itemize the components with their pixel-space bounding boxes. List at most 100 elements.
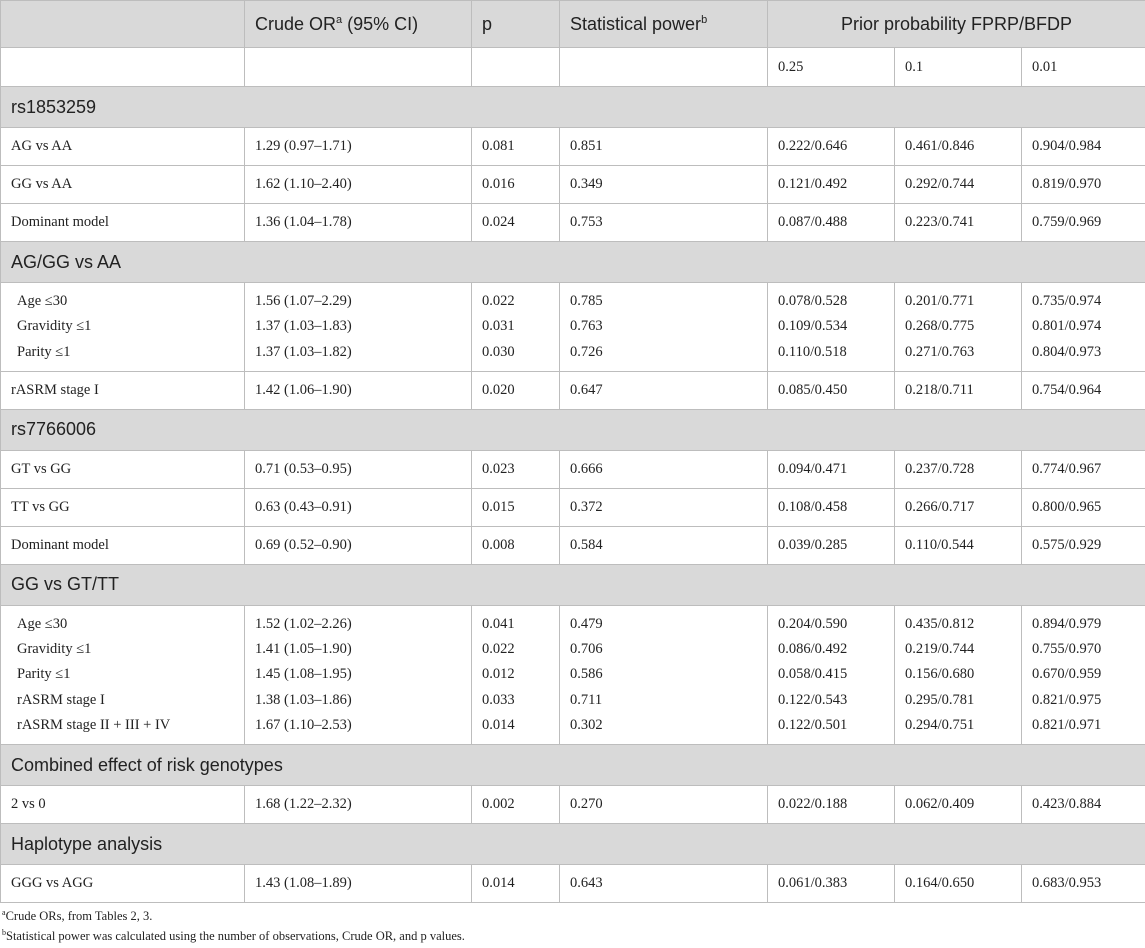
power-cell: 0.372 [559,487,768,527]
section-gg-vs-gt-tt: GG vs GT/TT [0,563,1145,606]
fprp-001-cell: 0.894/0.979 [1032,615,1102,632]
footnote-a-mark: a [2,908,6,917]
fprp-01-cell: 0.237/0.728 [894,449,1022,489]
power-cell: 0.851 [559,127,768,166]
row-label: GG vs AA [0,165,245,204]
power-cell: 0.349 [559,165,768,204]
fprp-025-cell: 0.110/0.518 [778,343,847,360]
section-rs7766006: rs7766006 [0,408,1145,451]
fprp-025-cell: 0.061/0.383 [767,864,895,904]
fprp-025-group: 0.204/0.590 0.086/0.492 0.058/0.415 0.12… [767,604,895,746]
fprp-025-cell: 0.121/0.492 [767,165,895,204]
p-cell: 0.041 [482,615,515,632]
prior-0-1: 0.1 [894,47,1022,87]
crude-or-cell: 1.42 (1.06–1.90) [244,370,472,410]
p-cell: 0.031 [482,318,515,335]
fprp-025-cell: 0.122/0.543 [778,691,848,708]
row-label-group: Age ≤30 Gravidity ≤1 Parity ≤1 [0,282,245,372]
fprp-001-cell: 0.683/0.953 [1020,864,1145,904]
crude-or-group: 1.56 (1.07–2.29) 1.37 (1.03–1.83) 1.37 (… [244,282,472,372]
footnote-b-mark: b [2,928,6,937]
section-row: Combined effect of risk genotypes [0,744,1145,787]
crude-or-cell: 1.52 (1.02–2.26) [255,615,352,632]
footnotes: aCrude ORs, from Tables 2, 3. bStatistic… [2,906,465,946]
table-row: rASRM stage I 1.42 (1.06–1.90) 0.020 0.6… [0,370,1145,410]
section-row: AG/GG vs AA [0,241,1145,283]
results-table: Crude ORa (95% CI) p Statistical powerb … [0,0,1145,904]
fprp-001-cell: 0.755/0.970 [1032,641,1102,658]
table-row: GT vs GG 0.71 (0.53–0.95) 0.023 0.666 0.… [0,449,1145,489]
p-group: 0.022 0.031 0.030 [471,282,560,372]
table-row-group: Age ≤30 Gravidity ≤1 Parity ≤1 1.56 (1.0… [0,282,1145,372]
power-cell: 0.584 [559,525,768,565]
row-label: rASRM stage II + III + IV [17,717,171,734]
power-cell: 0.763 [570,318,603,335]
crude-or-cell: 0.63 (0.43–0.91) [244,487,472,527]
fprp-01-cell: 0.461/0.846 [894,127,1022,166]
fprp-025-cell: 0.109/0.534 [778,318,848,335]
power-cell: 0.726 [570,343,603,360]
p-cell: 0.022 [482,293,515,309]
fprp-001-cell: 0.821/0.975 [1032,691,1102,708]
section-rs1853259: rs1853259 [0,86,1145,128]
power-cell: 0.647 [559,370,768,410]
fprp-01-cell: 0.435/0.812 [905,615,975,632]
fprp-001-cell: 0.759/0.969 [1020,203,1145,242]
crude-or-cell: 1.37 (1.03–1.82) [255,343,352,360]
row-label: 2 vs 0 [0,785,245,825]
prior-0-01: 0.01 [1020,47,1145,87]
crude-or-cell: 1.62 (1.10–2.40) [244,165,472,204]
prior-0-25: 0.25 [767,47,895,87]
header-blank [0,0,245,48]
header-p: p [471,0,560,48]
power-cell: 0.706 [570,641,603,658]
power-cell: 0.666 [559,449,768,489]
subheader-row: 0.25 0.1 0.01 [0,47,1145,87]
crude-or-cell: 1.38 (1.03–1.86) [255,691,352,708]
fprp-001-cell: 0.423/0.884 [1020,785,1145,825]
row-label: Age ≤30 [17,293,68,309]
fprp-001-cell: 0.670/0.959 [1032,666,1102,683]
header-statistical-power: Statistical powerb [559,0,768,48]
fprp-001-group: 0.735/0.974 0.801/0.974 0.804/0.973 [1020,282,1145,372]
p-cell: 0.016 [471,165,560,204]
fprp-001-cell: 0.735/0.974 [1032,293,1102,309]
p-cell: 0.014 [482,717,515,734]
fprp-001-cell: 0.904/0.984 [1020,127,1145,166]
fprp-025-cell: 0.087/0.488 [767,203,895,242]
crude-or-cell: 1.67 (1.10–2.53) [255,717,352,734]
fprp-01-cell: 0.219/0.744 [905,641,975,658]
section-haplotype-analysis: Haplotype analysis [0,823,1145,866]
fprp-01-cell: 0.223/0.741 [894,203,1022,242]
fprp-001-cell: 0.801/0.974 [1032,318,1102,335]
footnote-b-text: Statistical power was calculated using t… [6,929,465,943]
power-cell: 0.586 [570,666,603,683]
table-row-group: Age ≤30 Gravidity ≤1 Parity ≤1 rASRM sta… [0,604,1145,746]
p-cell: 0.023 [471,449,560,489]
table-row: TT vs GG 0.63 (0.43–0.91) 0.015 0.372 0.… [0,487,1145,527]
p-group: 0.041 0.022 0.012 0.033 0.014 [471,604,560,746]
crude-or-cell: 1.37 (1.03–1.83) [255,318,352,335]
table-row: Dominant model 1.36 (1.04–1.78) 0.024 0.… [0,203,1145,242]
fprp-01-cell: 0.110/0.544 [894,525,1022,565]
p-cell: 0.012 [482,666,515,683]
fprp-025-cell: 0.086/0.492 [778,641,848,658]
p-cell: 0.081 [471,127,560,166]
row-label: GGG vs AGG [0,864,245,904]
power-cell: 0.643 [559,864,768,904]
p-cell: 0.015 [471,487,560,527]
p-cell: 0.024 [471,203,560,242]
table-row: 2 vs 0 1.68 (1.22–2.32) 0.002 0.270 0.02… [0,785,1145,825]
row-label: Age ≤30 [17,615,68,632]
fprp-025-cell: 0.094/0.471 [767,449,895,489]
fprp-01-cell: 0.218/0.711 [894,370,1022,410]
p-cell: 0.002 [471,785,560,825]
crude-or-cell: 1.29 (0.97–1.71) [244,127,472,166]
fprp-025-cell: 0.022/0.188 [767,785,895,825]
crude-or-cell: 1.45 (1.08–1.95) [255,666,352,683]
row-label: TT vs GG [0,487,245,527]
fprp-025-cell: 0.085/0.450 [767,370,895,410]
fprp-025-cell: 0.122/0.501 [778,717,848,734]
footnote-a: aCrude ORs, from Tables 2, 3. [2,906,465,926]
crude-or-group: 1.52 (1.02–2.26) 1.41 (1.05–1.90) 1.45 (… [244,604,472,746]
